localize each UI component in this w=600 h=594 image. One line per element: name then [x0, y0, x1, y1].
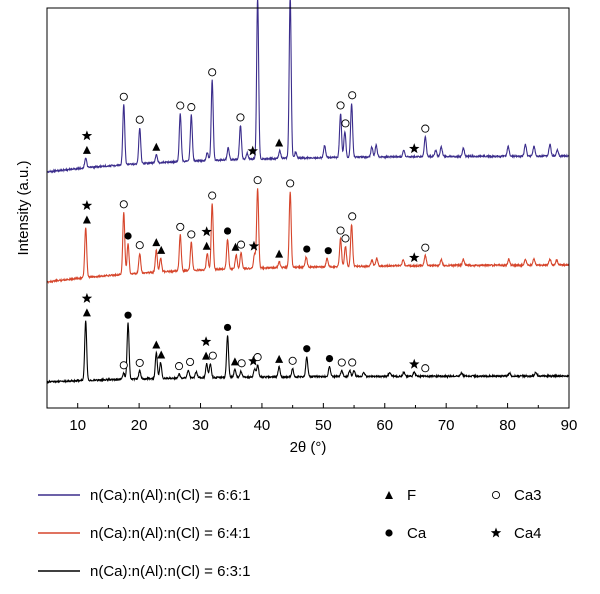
series-line: [46, 320, 570, 384]
ca3-marker: [337, 358, 346, 367]
ca-marker: [124, 311, 132, 319]
x-tick-label: 60: [376, 417, 393, 434]
ca3-marker: [253, 353, 262, 362]
f-marker: [385, 491, 393, 499]
x-tick-label: 20: [131, 417, 148, 434]
ca3-marker: [341, 234, 350, 243]
ca3-marker: [135, 241, 144, 250]
x-tick-label: 30: [192, 417, 209, 434]
ca-marker: [325, 354, 334, 363]
ca3-marker: [135, 115, 144, 124]
ca4-marker: [81, 200, 93, 211]
ca3-marker: [421, 243, 430, 252]
ca3-marker: [119, 92, 128, 101]
legend-series-label: n(Ca):n(Al):n(Cl) = 6:6:1: [90, 487, 250, 504]
legend: n(Ca):n(Al):n(Cl) = 6:6:1 n(Ca):n(Al):n(C…: [38, 487, 542, 580]
ca3-marker: [208, 68, 217, 77]
ca3-marker: [236, 113, 245, 122]
ca3-marker: [135, 358, 144, 367]
f-marker: [82, 215, 91, 224]
ca4-marker: [81, 130, 93, 141]
ca3-marker: [286, 179, 295, 188]
f-marker: [152, 142, 161, 151]
x-tick-label: 40: [254, 417, 271, 434]
x-tick-label: 50: [315, 417, 332, 434]
f-marker: [157, 350, 166, 359]
ca3-marker: [348, 212, 357, 221]
ca3-marker: [237, 359, 246, 368]
legend-series-label: n(Ca):n(Al):n(Cl) = 6:3:1: [90, 563, 250, 580]
x-tick-label: 90: [561, 417, 578, 434]
ca3-marker: [174, 362, 184, 371]
legend-phase-label: F: [407, 487, 416, 504]
x-ticks: 10 20 30 40 50 60 70 80 90: [46, 403, 578, 434]
ca3-marker: [176, 101, 185, 110]
ca4-marker: [81, 292, 93, 303]
ca3-marker: [208, 191, 217, 200]
legend-series-label: n(Ca):n(Al):n(Cl) = 6:4:1: [90, 525, 250, 542]
f-marker: [202, 351, 211, 360]
ca-marker: [124, 232, 132, 240]
ca-marker: [303, 345, 311, 353]
f-marker: [82, 308, 91, 317]
ca4-marker: [490, 527, 502, 538]
f-marker: [202, 241, 211, 250]
ca3-marker: [208, 351, 217, 360]
legend-phase-label: Ca3: [514, 487, 542, 504]
ca4-marker: [409, 358, 420, 369]
ca3-marker: [288, 356, 297, 365]
ca3-marker: [348, 91, 357, 100]
ca-marker: [223, 227, 232, 235]
series-line: [46, 188, 570, 285]
ca3-marker: [237, 240, 246, 249]
ca3-marker: [253, 176, 262, 185]
series-line: [46, 0, 570, 174]
f-marker: [275, 354, 284, 363]
ca3-marker: [186, 357, 195, 367]
legend-phase-label: Ca4: [514, 525, 542, 542]
ca4-marker: [200, 336, 212, 347]
phase-markers-layer: [81, 68, 430, 373]
x-tick-label: 10: [69, 417, 86, 434]
ca3-marker: [187, 103, 196, 112]
plot-frame: [46, 7, 570, 409]
f-marker: [231, 242, 240, 251]
ca4-marker: [247, 145, 258, 156]
ca-marker: [324, 247, 332, 255]
ca-marker: [385, 529, 393, 537]
x-tick-label: 70: [438, 417, 455, 434]
ca4-marker: [409, 143, 420, 154]
ca3-marker: [341, 119, 350, 128]
f-marker: [82, 145, 91, 154]
f-marker: [152, 238, 161, 247]
ca3-marker: [176, 222, 185, 231]
ca3-marker: [336, 226, 345, 235]
x-axis-label: 2θ (°): [290, 439, 327, 456]
ca-marker: [303, 245, 311, 253]
ca3-marker: [421, 364, 430, 373]
ca3-marker: [119, 200, 128, 209]
f-marker: [152, 340, 161, 349]
ca4-marker: [201, 226, 212, 237]
f-marker: [230, 357, 239, 366]
f-marker: [157, 245, 166, 254]
ca-marker: [223, 323, 232, 332]
ca3-marker: [348, 358, 357, 367]
ca4-marker: [409, 252, 420, 263]
legend-phase-label: Ca: [407, 525, 427, 542]
f-marker: [275, 249, 284, 258]
ca4-marker: [248, 355, 259, 366]
ca3-marker: [336, 101, 345, 110]
ca3-marker: [187, 230, 196, 239]
ca4-marker: [248, 240, 260, 251]
curves-layer: [46, 0, 570, 384]
ca3-marker: [421, 124, 430, 133]
ca3-marker: [119, 361, 128, 370]
y-axis-label: Intensity (a.u.): [15, 160, 32, 255]
x-tick-label: 80: [499, 417, 516, 434]
f-marker: [275, 138, 284, 147]
ca3-marker: [491, 490, 501, 500]
